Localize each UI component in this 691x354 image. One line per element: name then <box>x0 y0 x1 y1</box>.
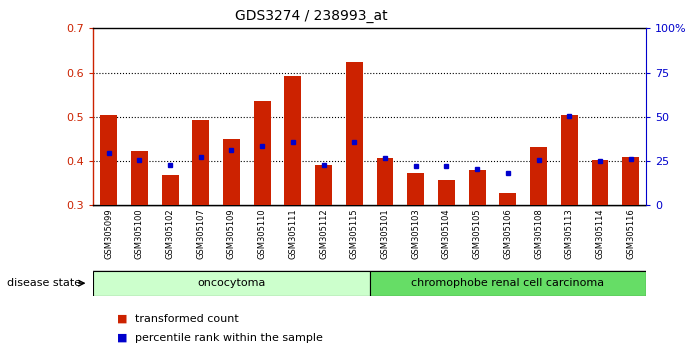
Text: chromophobe renal cell carcinoma: chromophobe renal cell carcinoma <box>411 278 605 288</box>
Bar <box>254 101 271 205</box>
Bar <box>623 156 639 205</box>
Text: ■: ■ <box>117 333 128 343</box>
Bar <box>500 193 516 205</box>
Bar <box>346 62 363 205</box>
Bar <box>561 115 578 205</box>
Text: ■: ■ <box>117 314 128 324</box>
Bar <box>315 165 332 205</box>
Bar <box>162 175 178 205</box>
Bar <box>223 139 240 205</box>
Bar <box>285 76 301 205</box>
Text: GDS3274 / 238993_at: GDS3274 / 238993_at <box>235 9 387 23</box>
Bar <box>591 160 609 205</box>
Bar <box>468 170 486 205</box>
Bar <box>438 180 455 205</box>
Bar <box>370 271 646 296</box>
Bar <box>377 158 393 205</box>
Bar <box>192 120 209 205</box>
Text: disease state: disease state <box>7 278 81 288</box>
Text: percentile rank within the sample: percentile rank within the sample <box>135 333 323 343</box>
Bar <box>131 152 148 205</box>
Bar <box>530 147 547 205</box>
Bar <box>100 115 117 205</box>
Text: transformed count: transformed count <box>135 314 238 324</box>
Bar <box>407 173 424 205</box>
Text: oncocytoma: oncocytoma <box>198 278 265 288</box>
Bar <box>93 271 370 296</box>
